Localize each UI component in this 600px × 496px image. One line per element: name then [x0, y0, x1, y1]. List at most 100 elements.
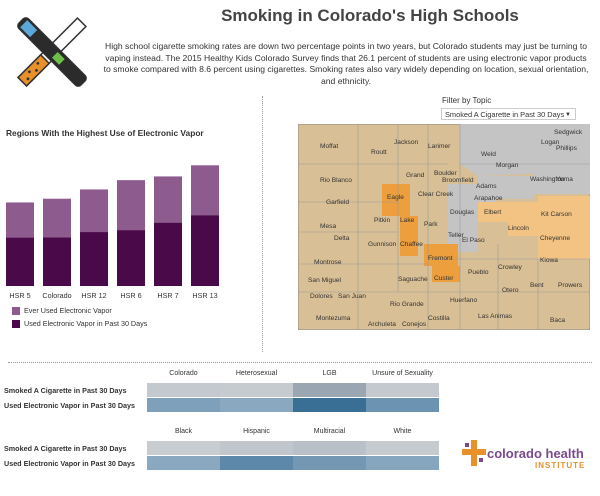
topic-filter-select[interactable]: Smoked A Cigarette in Past 30 Days ▼: [441, 108, 576, 120]
svg-text:Weld: Weld: [481, 151, 496, 158]
heatmap-cell[interactable]: [147, 441, 220, 455]
bar-past30-5[interactable]: [191, 215, 219, 286]
filter-label: Filter by Topic: [442, 96, 492, 105]
heatmap-column-header: LGB: [322, 370, 337, 377]
filter-selected-value: Smoked A Cigarette in Past 30 Days: [445, 110, 565, 119]
svg-text:Moffat: Moffat: [320, 143, 338, 150]
heatmap-cell[interactable]: [293, 456, 366, 470]
heatmap-cell[interactable]: [293, 383, 366, 397]
svg-text:Grand: Grand: [406, 172, 425, 179]
heatmap-cell[interactable]: [220, 383, 293, 397]
svg-text:Fremont: Fremont: [428, 255, 453, 262]
svg-text:Kiowa: Kiowa: [540, 257, 558, 264]
svg-text:Mesa: Mesa: [320, 223, 336, 230]
heatmap-column-header: Multiracial: [313, 428, 346, 435]
heatmap-cell[interactable]: [220, 456, 293, 470]
heatmap-column-header: Heterosexual: [235, 370, 278, 377]
svg-text:Dolores: Dolores: [310, 293, 333, 300]
colorado-county-map[interactable]: Moffat Routt Jackson Larimer Weld Logan Sedgw…: [298, 124, 590, 330]
heatmap-column-header: Colorado: [169, 370, 198, 377]
legend-swatch-ever: [12, 307, 20, 316]
svg-text:Kit Carson: Kit Carson: [541, 211, 572, 218]
page-title: Smoking in Colorado's High Schools: [221, 6, 519, 25]
colorado-health-institute-logo-icon: [462, 440, 486, 466]
svg-text:Gunnison: Gunnison: [368, 241, 397, 248]
legend-label-ever: Ever Used Electronic Vapor: [24, 306, 112, 315]
svg-text:Logan: Logan: [541, 139, 560, 146]
heatmap-cell[interactable]: [366, 456, 439, 470]
heatmap-row-label: Used Electronic Vapor in Past 30 Days: [4, 401, 136, 410]
heatmap-cell[interactable]: [366, 441, 439, 455]
heatmap-cell[interactable]: [293, 441, 366, 455]
svg-text:Phillips: Phillips: [556, 145, 578, 152]
svg-text:Arapahoe: Arapahoe: [474, 195, 503, 202]
svg-text:Chaffee: Chaffee: [400, 241, 423, 248]
svg-text:Teller: Teller: [448, 232, 465, 239]
svg-text:El Paso: El Paso: [462, 237, 485, 244]
legend-item-past30[interactable]: Used Electronic Vapor in Past 30 Days: [12, 319, 148, 329]
bar-past30-3[interactable]: [117, 230, 145, 286]
svg-text:Lake: Lake: [400, 217, 415, 224]
bar-chart: HSR 5 Colorado HSR 12 HSR 6 HSR 7 HSR 13: [6, 165, 219, 300]
svg-text:Rio Grande: Rio Grande: [390, 301, 424, 308]
heatmap-cell[interactable]: [147, 456, 220, 470]
svg-text:Morgan: Morgan: [496, 162, 519, 169]
svg-text:Costilla: Costilla: [428, 315, 450, 322]
heatmap-column-header: Black: [174, 428, 193, 435]
logo-subtitle: INSTITUTE: [535, 461, 586, 470]
svg-text:Lincoln: Lincoln: [508, 225, 529, 232]
svg-text:Eagle: Eagle: [387, 194, 404, 201]
svg-text:Routt: Routt: [371, 149, 387, 156]
x-tick-label: HSR 6: [120, 291, 141, 300]
svg-text:Pueblo: Pueblo: [468, 269, 489, 276]
bar-past30-1[interactable]: [43, 237, 71, 286]
heatmap-cell[interactable]: [366, 383, 439, 397]
svg-text:Garfield: Garfield: [326, 199, 349, 206]
heatmap-cell[interactable]: [147, 383, 220, 397]
bar-past30-4[interactable]: [154, 222, 182, 286]
svg-text:Otero: Otero: [502, 287, 519, 294]
svg-text:Delta: Delta: [334, 235, 350, 242]
svg-text:Crowley: Crowley: [498, 264, 523, 271]
x-tick-label: HSR 7: [157, 291, 178, 300]
svg-text:Bent: Bent: [530, 282, 544, 289]
svg-text:Archuleta: Archuleta: [368, 321, 396, 328]
svg-text:Broomfield: Broomfield: [442, 177, 474, 184]
svg-text:Larimer: Larimer: [428, 143, 451, 150]
smoking-vs-vape-icon: [16, 16, 88, 88]
svg-text:Las Animas: Las Animas: [478, 313, 513, 320]
heatmap-cell[interactable]: [220, 398, 293, 412]
svg-text:Prowers: Prowers: [558, 282, 583, 289]
heatmap-cell[interactable]: [147, 398, 220, 412]
svg-text:Custer: Custer: [434, 275, 454, 282]
svg-text:Adams: Adams: [476, 183, 497, 190]
svg-text:Saguache: Saguache: [398, 276, 428, 283]
horizontal-divider: [8, 362, 592, 363]
svg-text:Yuma: Yuma: [556, 176, 573, 183]
heatmap-column-header: White: [393, 428, 412, 435]
x-tick-label: HSR 13: [192, 291, 217, 300]
legend-label-past30: Used Electronic Vapor in Past 30 Days: [24, 319, 148, 328]
heatmap-row-label: Smoked A Cigarette in Past 30 Days: [4, 444, 127, 453]
dropdown-arrow-icon: ▼: [565, 112, 571, 118]
heatmap-row-label: Used Electronic Vapor in Past 30 Days: [4, 459, 136, 468]
svg-text:Montezuma: Montezuma: [316, 315, 351, 322]
svg-text:Elbert: Elbert: [484, 209, 501, 216]
heatmap-cell[interactable]: [220, 441, 293, 455]
heatmap-cell[interactable]: [366, 398, 439, 412]
intro-text: High school cigarette smoking rates are …: [103, 41, 589, 86]
heatmap-row-label: Smoked A Cigarette in Past 30 Days: [4, 386, 127, 395]
heatmap-cell[interactable]: [293, 398, 366, 412]
svg-text:Rio Blanco: Rio Blanco: [320, 177, 352, 184]
svg-text:Huerfano: Huerfano: [450, 297, 477, 304]
bar-past30-0[interactable]: [6, 237, 34, 286]
legend-item-ever[interactable]: Ever Used Electronic Vapor: [12, 306, 112, 316]
svg-text:Cheyenne: Cheyenne: [540, 235, 570, 242]
bar-past30-2[interactable]: [80, 232, 108, 286]
svg-text:Montrose: Montrose: [314, 259, 342, 266]
heatmap-ethnicity: Black Hispanic Multiracial White Smoked A Ci…: [0, 426, 600, 476]
svg-text:Pitkin: Pitkin: [374, 217, 390, 224]
chart-title: Regions With the Highest Use of Electron…: [6, 128, 204, 138]
svg-text:Conejos: Conejos: [402, 321, 427, 328]
svg-text:Clear Creek: Clear Creek: [418, 191, 454, 198]
